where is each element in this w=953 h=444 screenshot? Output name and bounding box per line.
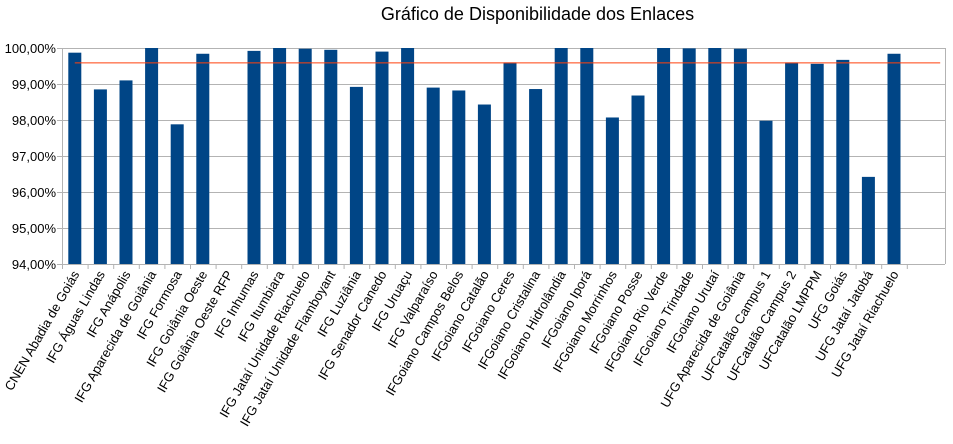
bar — [631, 95, 645, 265]
bar — [247, 50, 261, 264]
bar — [324, 49, 338, 264]
y-tick-label: 97,00% — [12, 149, 57, 164]
bar — [93, 89, 107, 265]
bar — [196, 53, 210, 265]
bar — [836, 59, 850, 264]
y-tick-label: 95,00% — [12, 221, 57, 236]
bar — [298, 48, 312, 264]
bar — [785, 62, 799, 265]
bar — [580, 48, 594, 264]
bar — [426, 87, 440, 264]
bar — [503, 62, 517, 265]
bar — [605, 117, 619, 264]
bar — [861, 176, 875, 264]
axes — [62, 48, 946, 269]
bar — [708, 48, 722, 264]
bar — [657, 48, 671, 264]
bar — [477, 104, 491, 265]
bar — [810, 63, 824, 265]
bar — [733, 48, 747, 264]
bar — [170, 124, 184, 264]
bar — [145, 48, 159, 264]
chart-title: Gráfico de Disponibilidade dos Enlaces — [380, 4, 695, 24]
y-tick-label: 100,00% — [5, 41, 57, 56]
bar — [375, 51, 389, 264]
bar — [452, 90, 466, 264]
bars — [68, 48, 901, 265]
y-tick-label: 96,00% — [12, 185, 57, 200]
bar — [273, 48, 287, 264]
bar — [349, 86, 363, 264]
bar — [68, 52, 82, 265]
bar — [682, 48, 696, 264]
y-tick-label: 94,00% — [12, 257, 57, 272]
bar — [529, 89, 543, 264]
bar — [554, 48, 568, 264]
bar — [119, 80, 133, 265]
bar — [401, 48, 415, 264]
y-tick-label: 99,00% — [12, 77, 57, 92]
y-tick-label: 98,00% — [12, 113, 57, 128]
bar — [759, 120, 773, 264]
y-tick-labels: 94,00% 95,00% 96,00% 97,00% 98,00% 99,00% 100,… — [5, 41, 57, 272]
bar — [887, 53, 901, 265]
